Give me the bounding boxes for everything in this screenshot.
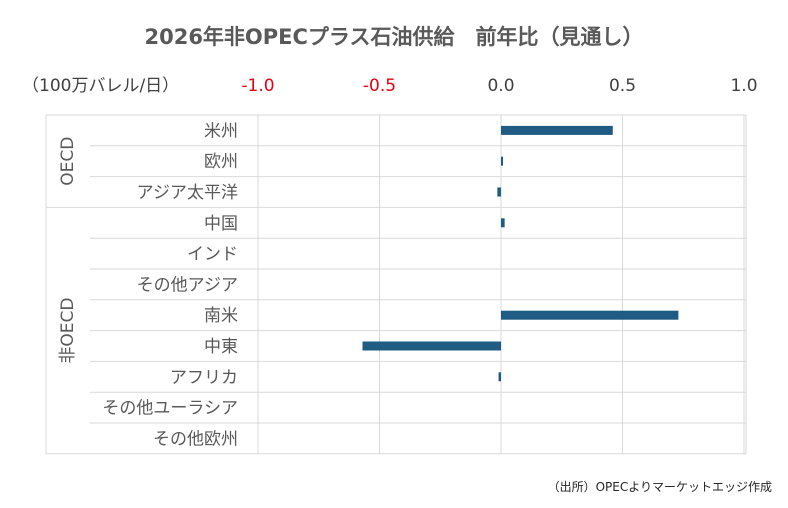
- x-tick-label: -1.0: [241, 76, 274, 96]
- group-label: 非OECD: [58, 298, 78, 364]
- bar: [501, 218, 505, 228]
- category-label: 欧州: [204, 152, 238, 172]
- x-tick-label: -0.5: [363, 76, 396, 96]
- bar: [501, 125, 613, 135]
- bars: [362, 125, 679, 382]
- chart-title: 2026年非OPECプラス石油供給 前年比（見通し）: [144, 25, 643, 49]
- category-label: その他欧州: [153, 429, 238, 449]
- category-label: インド: [187, 245, 238, 265]
- bar: [498, 372, 501, 382]
- unit-label: （100万バレル/日）: [22, 76, 179, 96]
- group-labels: OECD 非OECD: [58, 137, 78, 364]
- x-tick-label: 0.0: [487, 76, 514, 96]
- group-label: OECD: [58, 137, 78, 186]
- x-tick-label: 0.5: [609, 76, 636, 96]
- category-label: 南米: [204, 306, 238, 326]
- category-label: アジア太平洋: [137, 183, 238, 203]
- grid: [45, 114, 747, 455]
- bar: [501, 310, 679, 320]
- category-label: アフリカ: [170, 368, 238, 388]
- category-label: 米州: [204, 121, 238, 141]
- category-label: その他アジア: [137, 275, 238, 295]
- x-tick-label: 1.0: [730, 76, 757, 96]
- x-axis-ticks: -1.0 -0.5 0.0 0.5 1.0: [241, 76, 757, 96]
- category-label: その他ユーラシア: [102, 399, 238, 419]
- bar: [501, 156, 503, 166]
- bar: [497, 187, 501, 197]
- source-note: （出所）OPECよりマーケットエッジ作成: [548, 480, 772, 494]
- bar: [362, 341, 501, 351]
- category-label: 中国: [204, 214, 238, 234]
- category-labels: 米州欧州アジア太平洋中国インドその他アジア南米中東アフリカその他ユーラシアその他…: [102, 121, 238, 449]
- category-label: 中東: [204, 337, 238, 357]
